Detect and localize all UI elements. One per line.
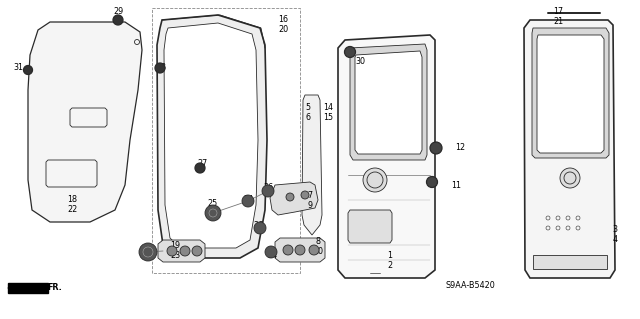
Bar [533, 255, 607, 269]
Polygon shape [158, 240, 205, 262]
Text: 21: 21 [553, 18, 563, 26]
Text: 2: 2 [387, 261, 392, 270]
Circle shape [344, 47, 355, 57]
Circle shape [192, 246, 202, 256]
Circle shape [309, 245, 319, 255]
Text: 31: 31 [13, 63, 23, 72]
Circle shape [301, 191, 309, 199]
Text: 25: 25 [207, 198, 217, 207]
Circle shape [24, 65, 33, 75]
Polygon shape [524, 20, 615, 278]
Text: 24: 24 [267, 250, 277, 259]
Text: 11: 11 [451, 181, 461, 189]
Polygon shape [537, 35, 604, 153]
Polygon shape [355, 51, 422, 154]
Text: 26: 26 [253, 220, 263, 229]
Text: 29: 29 [114, 8, 124, 17]
Polygon shape [28, 22, 142, 222]
Circle shape [205, 205, 221, 221]
Text: 27: 27 [197, 159, 207, 167]
Text: 19: 19 [170, 241, 180, 249]
Polygon shape [532, 28, 609, 158]
Text: 12: 12 [455, 144, 465, 152]
Polygon shape [348, 210, 392, 243]
Polygon shape [350, 44, 427, 160]
Circle shape [242, 195, 254, 207]
Text: 24: 24 [243, 196, 253, 204]
Text: 18: 18 [67, 196, 77, 204]
Circle shape [167, 246, 177, 256]
Polygon shape [338, 35, 435, 278]
Text: 5: 5 [305, 103, 310, 113]
Text: 6: 6 [305, 114, 310, 122]
Text: FR.: FR. [47, 283, 62, 292]
Polygon shape [275, 238, 325, 262]
Polygon shape [8, 283, 48, 293]
Text: 15: 15 [323, 114, 333, 122]
Text: 30: 30 [355, 57, 365, 66]
Circle shape [265, 246, 277, 258]
Bar [152, 8, 300, 273]
Text: 10: 10 [313, 248, 323, 256]
Circle shape [262, 185, 274, 197]
Text: 20: 20 [278, 26, 288, 34]
Text: 14: 14 [323, 103, 333, 113]
Circle shape [430, 142, 442, 154]
Circle shape [286, 193, 294, 201]
Circle shape [155, 63, 165, 73]
Text: 4: 4 [612, 235, 618, 244]
Text: 9: 9 [307, 201, 312, 210]
Text: 8: 8 [316, 238, 321, 247]
Polygon shape [157, 15, 267, 258]
Polygon shape [164, 23, 258, 248]
Circle shape [283, 245, 293, 255]
Text: 28: 28 [139, 248, 149, 256]
Circle shape [113, 15, 123, 25]
Text: 23: 23 [170, 250, 180, 259]
Text: 13: 13 [156, 63, 166, 72]
Text: 22: 22 [67, 205, 77, 214]
Text: S9AA-B5420: S9AA-B5420 [445, 280, 495, 290]
Circle shape [139, 243, 157, 261]
Circle shape [295, 245, 305, 255]
Circle shape [254, 222, 266, 234]
Text: 7: 7 [307, 190, 312, 199]
Text: 1: 1 [387, 250, 392, 259]
Circle shape [363, 168, 387, 192]
Polygon shape [302, 95, 322, 235]
Text: 17: 17 [553, 8, 563, 17]
Circle shape [180, 246, 190, 256]
Polygon shape [270, 182, 318, 215]
Circle shape [195, 163, 205, 173]
Text: 16: 16 [278, 16, 288, 25]
Circle shape [426, 176, 438, 188]
Circle shape [560, 168, 580, 188]
Text: 3: 3 [612, 226, 618, 234]
Text: 26: 26 [263, 183, 273, 192]
